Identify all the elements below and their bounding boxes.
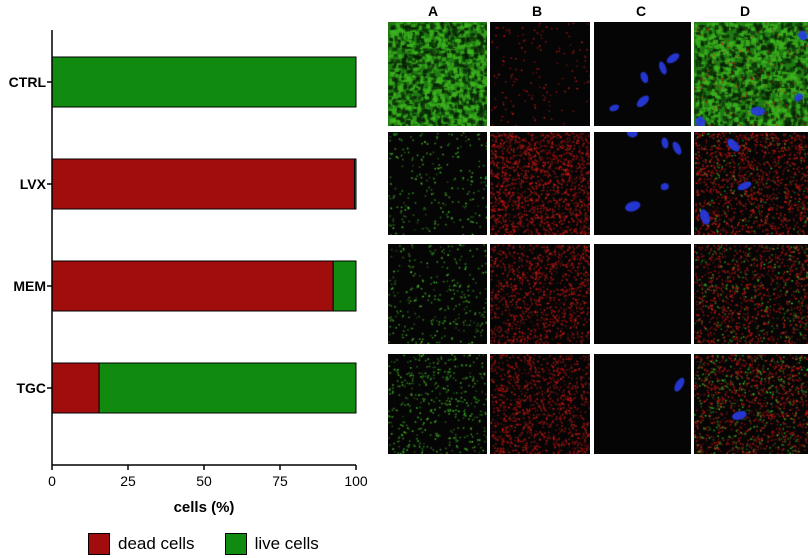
category-label-lvx: LVX <box>20 176 47 192</box>
legend-label-live: live cells <box>254 534 319 553</box>
micrograph-row4-col1 <box>388 354 487 454</box>
bar-mem-live <box>332 260 357 312</box>
micrograph-row3-col3 <box>594 244 691 344</box>
micrograph-row3-col2 <box>490 244 590 344</box>
bar-lvx-live <box>353 158 357 210</box>
bar-ctrl-live <box>51 56 357 108</box>
micrograph-row4-col3 <box>594 354 691 454</box>
column-label-c: C <box>635 3 647 19</box>
x-tick-label: 25 <box>120 473 136 489</box>
legend-entry-live: live cells <box>224 533 319 555</box>
x-ticks-group: 0 25 50 75 100 <box>48 465 368 489</box>
legend-swatch-dead <box>88 533 110 555</box>
bar-lvx-dead <box>51 158 355 210</box>
micrograph-row3-col4 <box>694 244 808 344</box>
bar-mem-dead <box>51 260 334 312</box>
legend-swatch-live <box>224 533 247 555</box>
legend: dead cells live cells <box>88 533 349 555</box>
legend-entry-dead: dead cells <box>88 533 195 555</box>
x-tick-label: 75 <box>272 473 288 489</box>
bars-group <box>51 56 357 414</box>
legend-label-dead: dead cells <box>118 534 195 553</box>
x-tick-label: 0 <box>48 473 56 489</box>
column-label-a: A <box>427 3 439 19</box>
micrograph-row3-col1 <box>388 244 487 344</box>
column-label-d: D <box>739 3 751 19</box>
column-label-b: B <box>531 3 543 19</box>
category-label-tgc: TGC <box>16 380 46 396</box>
microscopy-panel-grid: A B C D <box>386 0 808 460</box>
micrograph-row2-col4 <box>694 132 808 235</box>
micrograph-row1-col4 <box>694 22 808 126</box>
micrograph-row1-col1 <box>388 22 487 126</box>
micrograph-row1-col2 <box>490 22 590 126</box>
micrograph-row2-col3 <box>594 132 691 235</box>
category-label-ctrl: CTRL <box>9 74 47 90</box>
bar-tgc-live <box>98 362 357 414</box>
stacked-bar-chart: 0 25 50 75 100 CTRL LVX MEM TGC cells (%) <box>9 30 368 516</box>
x-tick-label: 100 <box>344 473 368 489</box>
micrograph-row4-col4 <box>694 354 808 454</box>
micrograph-row2-col1 <box>388 132 487 235</box>
micrograph-row1-col3 <box>594 22 691 126</box>
x-axis-title: cells (%) <box>174 499 235 516</box>
category-label-mem: MEM <box>13 278 46 294</box>
micrograph-row2-col2 <box>490 132 590 235</box>
category-labels-group: CTRL LVX MEM TGC <box>9 74 52 396</box>
x-tick-label: 50 <box>196 473 212 489</box>
micrograph-row4-col2 <box>490 354 590 454</box>
bar-tgc-dead <box>51 362 100 414</box>
